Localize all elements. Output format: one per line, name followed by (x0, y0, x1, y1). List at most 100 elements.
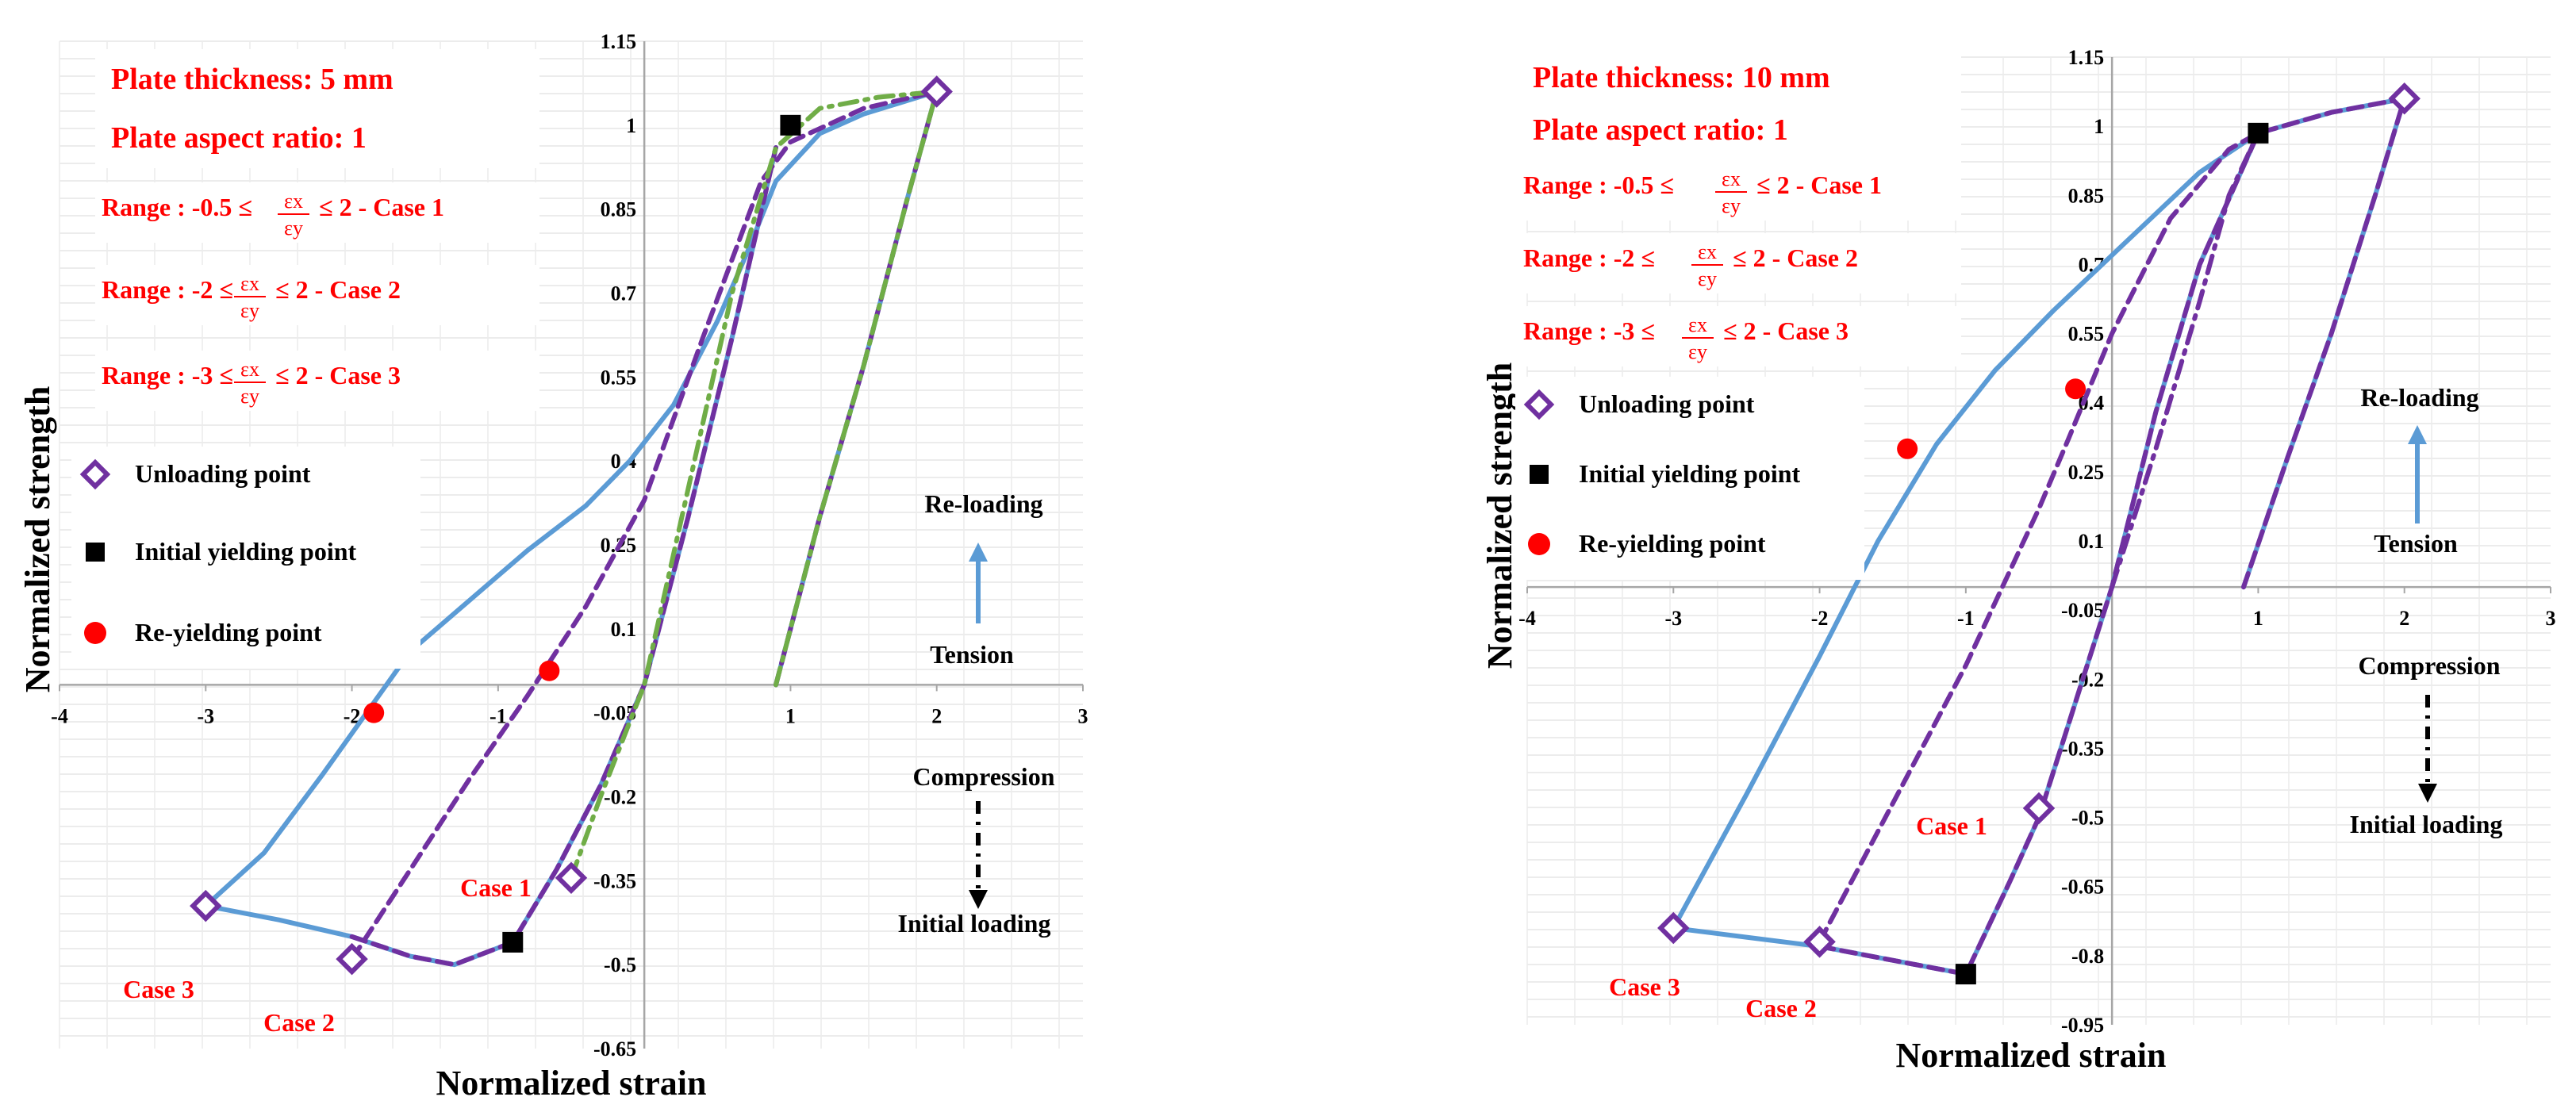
x-tick-label: -1 (489, 704, 507, 727)
x-tick-label: -2 (1811, 607, 1829, 630)
plate-aspect-label: Plate aspect ratio: 1 (111, 121, 367, 155)
re-yield-point-marker (363, 702, 385, 723)
x-axis-title: Normalized strain (436, 1064, 707, 1103)
legend-re-yield-label: Re-yielding point (135, 618, 322, 646)
plate-thickness-label: Plate thickness: 10 mm (1533, 61, 1830, 94)
range-frac-numerator: εx (1698, 240, 1717, 263)
x-tick-label: 3 (1078, 704, 1088, 727)
x-tick-label: -4 (1518, 607, 1536, 630)
case3-label: Case 3 (1609, 972, 1680, 1001)
case2-label: Case 2 (1745, 994, 1817, 1022)
y-tick-label: 0.25 (2068, 461, 2105, 484)
series-line-5 (2241, 96, 2407, 590)
info-box-bg (95, 49, 539, 168)
unloading-point-marker (190, 889, 222, 922)
re-yield-point-marker (1897, 438, 1918, 459)
unloading-point-marker (336, 942, 368, 976)
y-tick-label: 0.85 (601, 198, 637, 221)
unloading-point-marker (920, 75, 953, 108)
y-tick-label: -0.35 (2061, 737, 2104, 760)
series-line-7 (774, 89, 939, 688)
case1-label: Case 1 (460, 873, 532, 902)
x-tick-label: -3 (197, 704, 214, 727)
x-tick-label: 2 (931, 704, 942, 727)
compression-label: Compression (2359, 651, 2501, 680)
y-tick-label: -0.65 (2061, 876, 2104, 899)
range-prefix: Range : -3 ≤ (102, 361, 233, 389)
chart-left: -4 -3 -2 -1 1 2 31.1510.850.70.550.40.250.1-0.… (18, 30, 1088, 1103)
initial-yield-point-marker (2248, 122, 2269, 144)
plate-aspect-label: Plate aspect ratio: 1 (1533, 113, 1788, 147)
y-tick-label: 1 (626, 114, 636, 137)
y-axis-title: Normalized strength (18, 386, 57, 693)
legend-initial-yield-icon (86, 543, 105, 562)
case3-label: Case 3 (123, 975, 194, 1003)
range-suffix: ≤ 2 - Case 2 (275, 275, 401, 304)
range-suffix: ≤ 2 - Case 2 (1733, 244, 1858, 272)
unloading-point-marker (555, 861, 588, 895)
series-line-3 (1817, 96, 2407, 945)
y-tick-label: 0.1 (2079, 530, 2105, 553)
range-prefix: Range : -3 ≤ (1523, 316, 1655, 345)
range-frac-denominator: εy (1688, 340, 1707, 363)
range-frac-denominator: εy (240, 385, 259, 408)
tension-label: Tension (930, 640, 1014, 669)
x-tick-label: -1 (1957, 607, 1975, 630)
initial-yield-point-marker (1955, 964, 1976, 985)
legend-unloading-icon (1523, 389, 1555, 420)
reloading-label: Re-loading (2360, 383, 2478, 412)
range-frac-denominator: εy (1722, 194, 1741, 217)
y-tick-label: 0.85 (2068, 184, 2105, 207)
legend-bg (1515, 377, 1864, 580)
range-prefix: Range : -0.5 ≤ (102, 193, 252, 221)
y-axis-title: Normalized strength (1480, 362, 1519, 669)
x-tick-label: 2 (2399, 607, 2409, 630)
range-suffix: ≤ 2 - Case 3 (1723, 316, 1849, 345)
x-tick-label: 1 (785, 704, 796, 727)
case1-label: Case 1 (1916, 811, 1987, 840)
y-tick-label: 0.55 (2068, 323, 2105, 346)
x-tick-label: -3 (1664, 607, 1682, 630)
initial-loading-label: Initial loading (898, 909, 1051, 938)
range-prefix: Range : -2 ≤ (102, 275, 233, 304)
range-frac-numerator: εx (240, 272, 259, 295)
range-suffix: ≤ 2 - Case 3 (275, 361, 401, 389)
range-label-bg (1517, 160, 1961, 221)
y-tick-label: -0.2 (2071, 668, 2104, 691)
unloading-point-marker (1803, 926, 1836, 958)
legend-unloading-icon (79, 458, 111, 490)
y-tick-label: 0.55 (601, 366, 637, 389)
series-line-6 (2110, 130, 2261, 590)
legend-re-yield-icon (84, 622, 106, 644)
chart-right: -4 -3 -2 -1 1 2 31.1510.850.70.550.40.250.1-0.… (1480, 46, 2556, 1075)
x-tick-label: -4 (51, 704, 68, 727)
legend-unloading-label: Unloading point (135, 459, 311, 488)
series-line-6 (569, 89, 939, 880)
y-tick-label: -0.2 (604, 786, 636, 809)
y-tick-label: -0.5 (604, 953, 636, 976)
range-frac-denominator: εy (240, 299, 259, 322)
range-label-bg (95, 265, 539, 325)
range-label-bg (95, 351, 539, 411)
y-tick-label: 1 (2094, 115, 2104, 138)
range-label-bg (95, 182, 539, 243)
tension-label: Tension (2374, 529, 2458, 558)
y-tick-label: 1.15 (2068, 46, 2105, 69)
y-tick-label: -0.5 (2071, 807, 2104, 830)
y-tick-label: 0.1 (611, 618, 637, 641)
re-yield-point-marker (539, 660, 560, 681)
case2-label: Case 2 (263, 1008, 335, 1037)
series-line-4 (1817, 130, 2261, 977)
range-frac-numerator: εx (1722, 167, 1741, 190)
legend-re-yield-icon (1528, 533, 1550, 555)
y-tick-label: -0.8 (2071, 945, 2104, 968)
y-tick-label: 0.7 (611, 282, 637, 305)
range-frac-numerator: εx (284, 190, 303, 213)
y-tick-label: -0.35 (593, 869, 636, 892)
series-line-0 (203, 89, 939, 909)
legend-re-yield-label: Re-yielding point (1579, 529, 1766, 558)
series-line-3 (349, 89, 939, 962)
initial-yield-point-marker (780, 114, 801, 136)
plate-thickness-label: Plate thickness: 5 mm (111, 63, 394, 96)
initial-loading-label: Initial loading (2350, 810, 2503, 838)
